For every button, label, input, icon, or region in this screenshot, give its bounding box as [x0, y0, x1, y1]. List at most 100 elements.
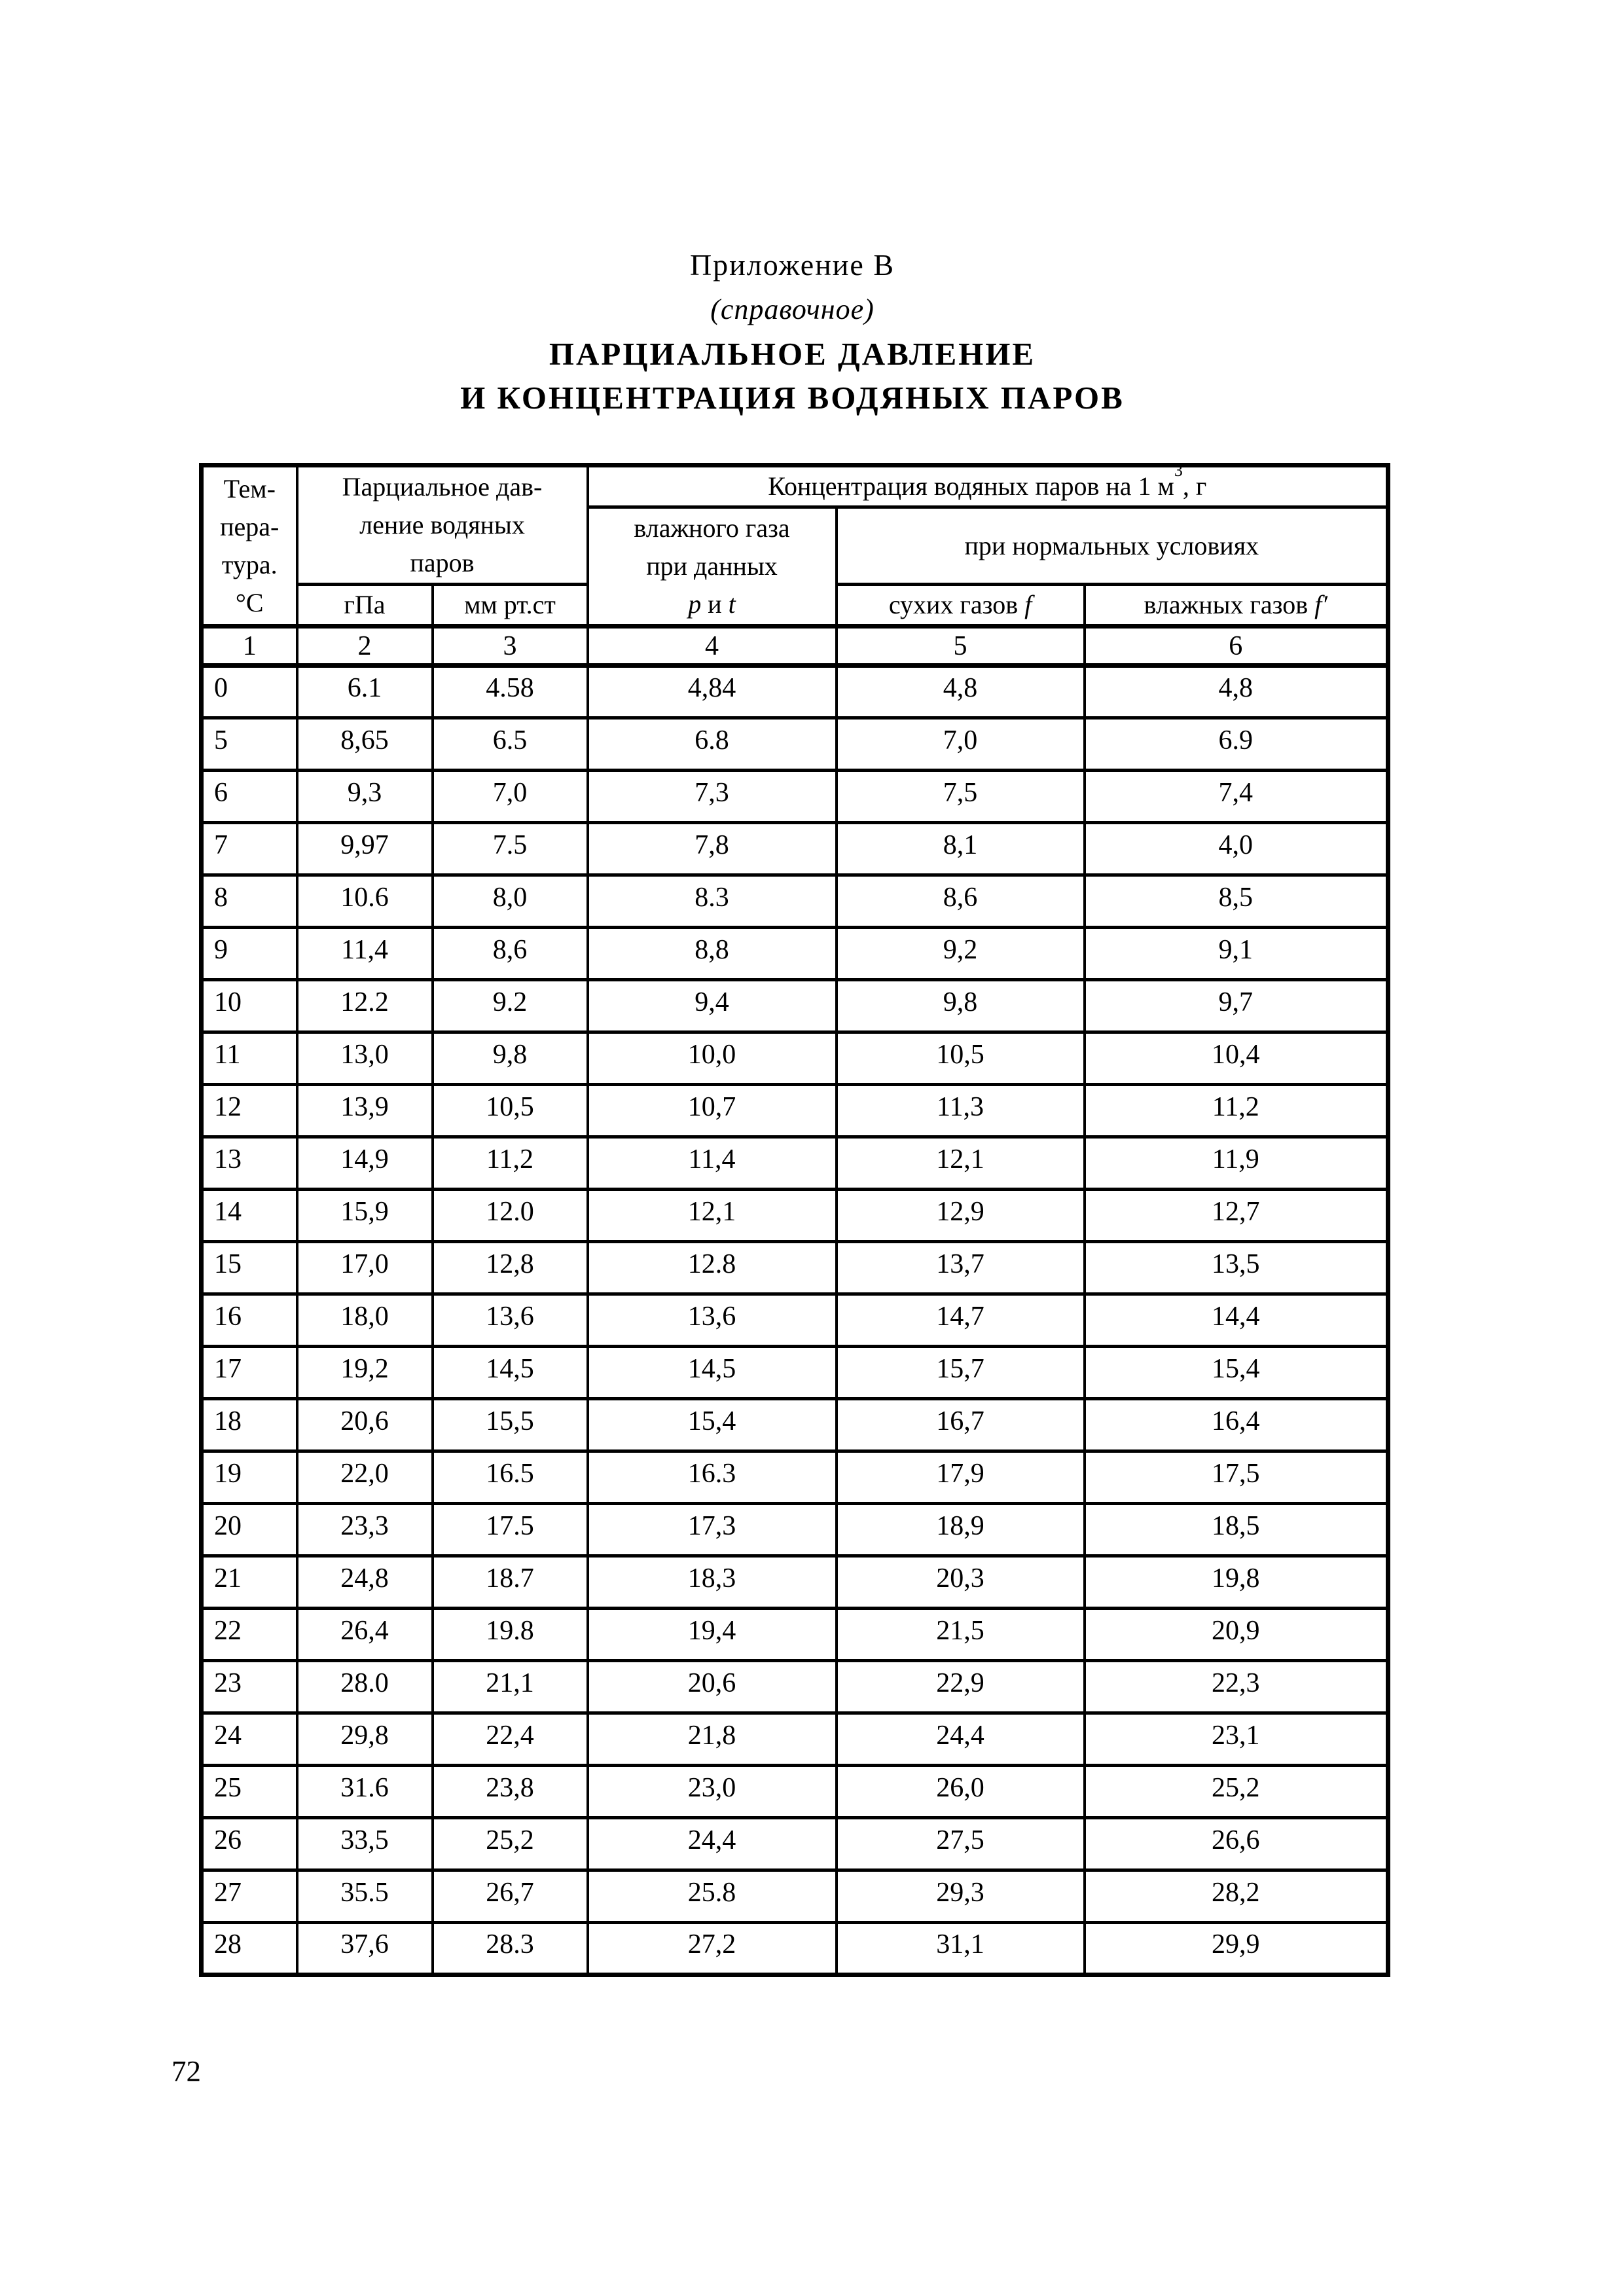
- cell-value: 29,3: [835, 1868, 1086, 1924]
- cell-value: 12,1: [586, 1188, 838, 1243]
- header-partial-pressure-line2: ление водяных: [359, 510, 525, 539]
- cell-value: 9,8: [835, 978, 1086, 1034]
- cell-value: 22,9: [835, 1659, 1086, 1715]
- cell-value: 4.58: [431, 664, 589, 720]
- column-number: 6: [1083, 624, 1390, 668]
- cell-value: 31.6: [295, 1764, 434, 1819]
- cell-value: 27,2: [586, 1921, 838, 1977]
- cell-value: 22,3: [1083, 1659, 1390, 1715]
- cell-value: 7,3: [586, 769, 838, 824]
- cell-value: 16,7: [835, 1397, 1086, 1453]
- cell-value: 24,4: [835, 1711, 1086, 1767]
- cell-value: 8,0: [431, 873, 589, 929]
- cell-value: 37,6: [295, 1921, 434, 1977]
- cell-value: 13,9: [295, 1083, 434, 1139]
- table-row: 23 28.0 21,1 20,6 22,9 22,3: [200, 1659, 1390, 1715]
- cell-temperature: 28: [200, 1921, 298, 1977]
- cell-value: 16,4: [1083, 1397, 1390, 1453]
- cell-value: 14,5: [431, 1345, 589, 1400]
- page-title-line1: ПАРЦИАЛЬНОЕ ДАВЛЕНИЕ: [549, 336, 1036, 372]
- cell-value: 17,5: [1083, 1449, 1390, 1505]
- cell-value: 15,5: [431, 1397, 589, 1453]
- cell-value: 29,9: [1083, 1921, 1390, 1977]
- header-wet-gas-at-pt: влажного газа при данных p и t: [586, 505, 838, 628]
- cell-value: 17,3: [586, 1502, 838, 1558]
- header-partial-pressure-line3: паров: [410, 548, 475, 577]
- cell-value: 19,8: [1083, 1554, 1390, 1610]
- header-temperature-line1: Тем-: [223, 473, 276, 503]
- cell-value: 28.3: [431, 1921, 589, 1977]
- cell-value: 16.3: [586, 1449, 838, 1505]
- table-row: 20 23,3 17.5 17,3 18,9 18,5: [200, 1502, 1390, 1558]
- cell-value: 6.9: [1083, 716, 1390, 772]
- table-row: 5 8,65 6.5 6.8 7,0 6.9: [200, 716, 1390, 772]
- cell-value: 23,1: [1083, 1711, 1390, 1767]
- cell-value: 14,7: [835, 1292, 1086, 1348]
- table-row: 12 13,9 10,5 10,7 11,3 11,2: [200, 1083, 1390, 1139]
- cell-value: 33,5: [295, 1816, 434, 1872]
- cell-value: 7,8: [586, 821, 838, 877]
- cell-value: 9,97: [295, 821, 434, 877]
- cell-value: 12,1: [835, 1135, 1086, 1191]
- cell-value: 9,2: [835, 926, 1086, 981]
- cell-value: 9,3: [295, 769, 434, 824]
- column-number: 3: [431, 624, 589, 668]
- header-partial-pressure-line1: Парциальное дав-: [342, 472, 543, 501]
- cell-value: 21,5: [835, 1607, 1086, 1662]
- cell-value: 7,0: [835, 716, 1086, 772]
- cell-value: 14,5: [586, 1345, 838, 1400]
- cell-value: 21,8: [586, 1711, 838, 1767]
- header-wet-gases-label: влажных газов: [1144, 590, 1308, 619]
- cell-value: 10,5: [431, 1083, 589, 1139]
- cell-temperature: 10: [200, 978, 298, 1034]
- cell-value: 17.5: [431, 1502, 589, 1558]
- cell-value: 9,8: [431, 1030, 589, 1086]
- cell-value: 8,6: [431, 926, 589, 981]
- cell-temperature: 7: [200, 821, 298, 877]
- table-row: 7 9,97 7.5 7,8 8,1 4,0: [200, 821, 1390, 877]
- table-row: 25 31.6 23,8 23,0 26,0 25,2: [200, 1764, 1390, 1819]
- cell-temperature: 25: [200, 1764, 298, 1819]
- cell-temperature: 24: [200, 1711, 298, 1767]
- cell-temperature: 21: [200, 1554, 298, 1610]
- title-block: Приложение В (справочное) ПАРЦИАЛЬНОЕ ДА…: [199, 247, 1386, 416]
- cell-value: 15,9: [295, 1188, 434, 1243]
- cell-temperature: 17: [200, 1345, 298, 1400]
- cell-temperature: 23: [200, 1659, 298, 1715]
- column-number-row: 1 2 3 4 5 6: [200, 624, 1390, 668]
- header-mmhg-label: мм рт.ст: [464, 590, 556, 619]
- cell-temperature: 6: [200, 769, 298, 824]
- cell-temperature: 13: [200, 1135, 298, 1191]
- cell-value: 13,6: [431, 1292, 589, 1348]
- cell-value: 13,5: [1083, 1240, 1390, 1296]
- table-row: 14 15,9 12.0 12,1 12,9 12,7: [200, 1188, 1390, 1243]
- cell-value: 10.6: [295, 873, 434, 929]
- cell-value: 12.2: [295, 978, 434, 1034]
- cell-value: 26,0: [835, 1764, 1086, 1819]
- table-row: 22 26,4 19.8 19,4 21,5 20,9: [200, 1607, 1390, 1662]
- cell-value: 18,5: [1083, 1502, 1390, 1558]
- cell-temperature: 15: [200, 1240, 298, 1296]
- cell-value: 13,6: [586, 1292, 838, 1348]
- cell-value: 17,9: [835, 1449, 1086, 1505]
- header-concentration-group: Концентрация водяных паров на 1 м3, г: [586, 464, 1390, 509]
- cell-value: 7,0: [431, 769, 589, 824]
- cell-temperature: 5: [200, 716, 298, 772]
- cell-temperature: 27: [200, 1868, 298, 1924]
- wet-gases-f-prime-symbol: f′: [1314, 590, 1327, 619]
- cell-temperature: 12: [200, 1083, 298, 1139]
- cell-value: 20,9: [1083, 1607, 1390, 1662]
- table-row: 28 37,6 28.3 27,2 31,1 29,9: [200, 1921, 1390, 1977]
- appendix-label: Приложение В: [689, 248, 895, 282]
- cell-value: 14,4: [1083, 1292, 1390, 1348]
- header-wet-gas-line1: влажного газа: [634, 513, 790, 543]
- cell-value: 18,3: [586, 1554, 838, 1610]
- cell-value: 20,3: [835, 1554, 1086, 1610]
- cell-value: 9.2: [431, 978, 589, 1034]
- cell-value: 23,0: [586, 1764, 838, 1819]
- table-row: 8 10.6 8,0 8.3 8,6 8,5: [200, 873, 1390, 929]
- cell-temperature: 19: [200, 1449, 298, 1505]
- header-temperature-unit: °C: [235, 587, 264, 617]
- cell-value: 11,9: [1083, 1135, 1390, 1191]
- cell-value: 19,4: [586, 1607, 838, 1662]
